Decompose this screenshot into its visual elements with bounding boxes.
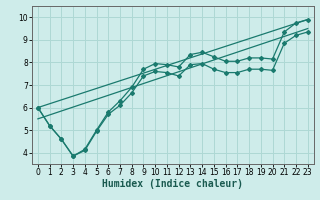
X-axis label: Humidex (Indice chaleur): Humidex (Indice chaleur)	[102, 179, 243, 189]
